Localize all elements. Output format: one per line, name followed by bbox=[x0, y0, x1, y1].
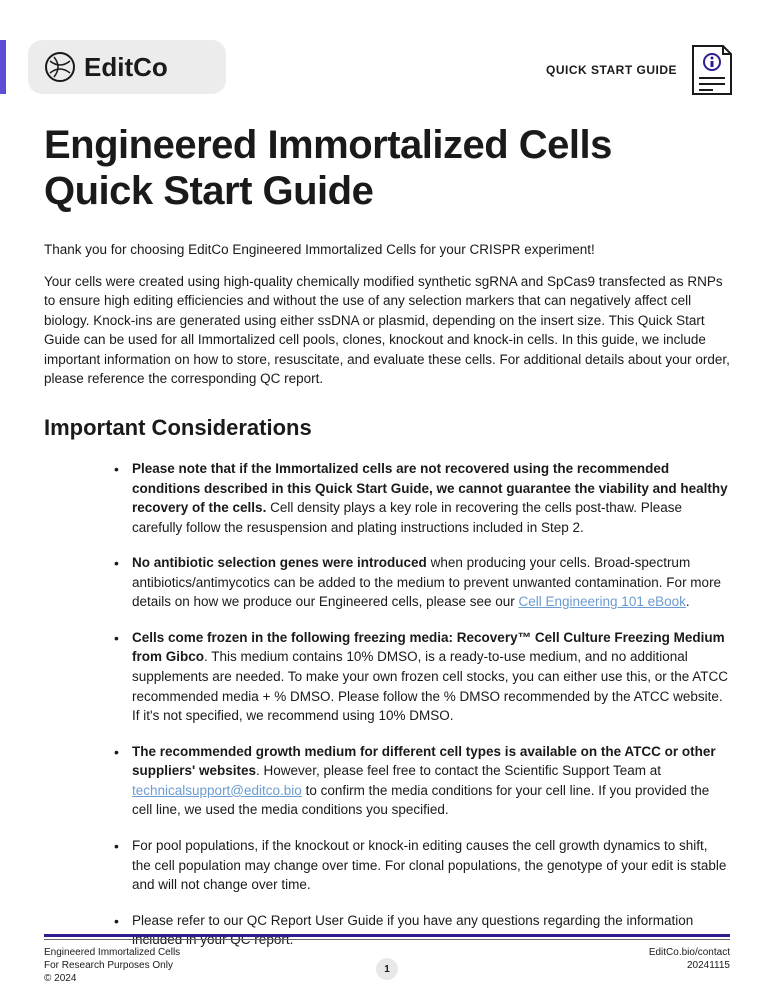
list-item-bold: No antibiotic selection genes were intro… bbox=[132, 555, 427, 570]
footer-copyright: © 2024 bbox=[44, 972, 180, 985]
intro-paragraph-1: Thank you for choosing EditCo Engineered… bbox=[44, 240, 730, 260]
list-item: The recommended growth medium for differ… bbox=[114, 742, 730, 820]
list-item: Please note that if the Immortalized cel… bbox=[114, 459, 730, 537]
list-item-text: . This medium contains 10% DMSO, is a re… bbox=[132, 649, 728, 723]
support-email-link[interactable]: technicalsupport@editco.bio bbox=[132, 783, 302, 798]
section-heading: Important Considerations bbox=[44, 415, 730, 441]
footer-row: Engineered Immortalized Cells For Resear… bbox=[44, 946, 730, 985]
brand-icon bbox=[44, 51, 76, 83]
footer-right: EditCo.bio/contact 20241115 bbox=[649, 946, 730, 972]
header-label: QUICK START GUIDE bbox=[546, 63, 677, 77]
page-number-badge: 1 bbox=[376, 958, 398, 980]
document-icon bbox=[691, 44, 733, 96]
footer-product: Engineered Immortalized Cells bbox=[44, 946, 180, 959]
list-item: For pool populations, if the knockout or… bbox=[114, 836, 730, 895]
intro-paragraph-2: Your cells were created using high-quali… bbox=[44, 272, 730, 389]
footer-rule-accent bbox=[44, 934, 730, 937]
footer-date: 20241115 bbox=[649, 959, 730, 972]
brand-name: EditCo bbox=[84, 52, 168, 83]
list-item: No antibiotic selection genes were intro… bbox=[114, 553, 730, 612]
page-title: Engineered Immortalized Cells Quick Star… bbox=[44, 122, 730, 214]
list-item-text: For pool populations, if the knockout or… bbox=[132, 838, 726, 892]
list-item: Cells come frozen in the following freez… bbox=[114, 628, 730, 726]
ebook-link[interactable]: Cell Engineering 101 eBook bbox=[519, 594, 686, 609]
footer-left: Engineered Immortalized Cells For Resear… bbox=[44, 946, 180, 985]
page-footer: Engineered Immortalized Cells For Resear… bbox=[44, 934, 730, 985]
main-content: Engineered Immortalized Cells Quick Star… bbox=[44, 122, 730, 966]
considerations-list: Please note that if the Immortalized cel… bbox=[44, 459, 730, 950]
footer-contact: EditCo.bio/contact bbox=[649, 946, 730, 959]
brand-logo: EditCo bbox=[28, 40, 226, 94]
list-item-text: . bbox=[686, 594, 690, 609]
list-item-text: . However, please feel free to contact t… bbox=[256, 763, 661, 778]
footer-rule-thin bbox=[44, 939, 730, 940]
accent-bar bbox=[0, 40, 6, 94]
header-right: QUICK START GUIDE bbox=[546, 44, 733, 96]
footer-disclaimer: For Research Purposes Only bbox=[44, 959, 180, 972]
